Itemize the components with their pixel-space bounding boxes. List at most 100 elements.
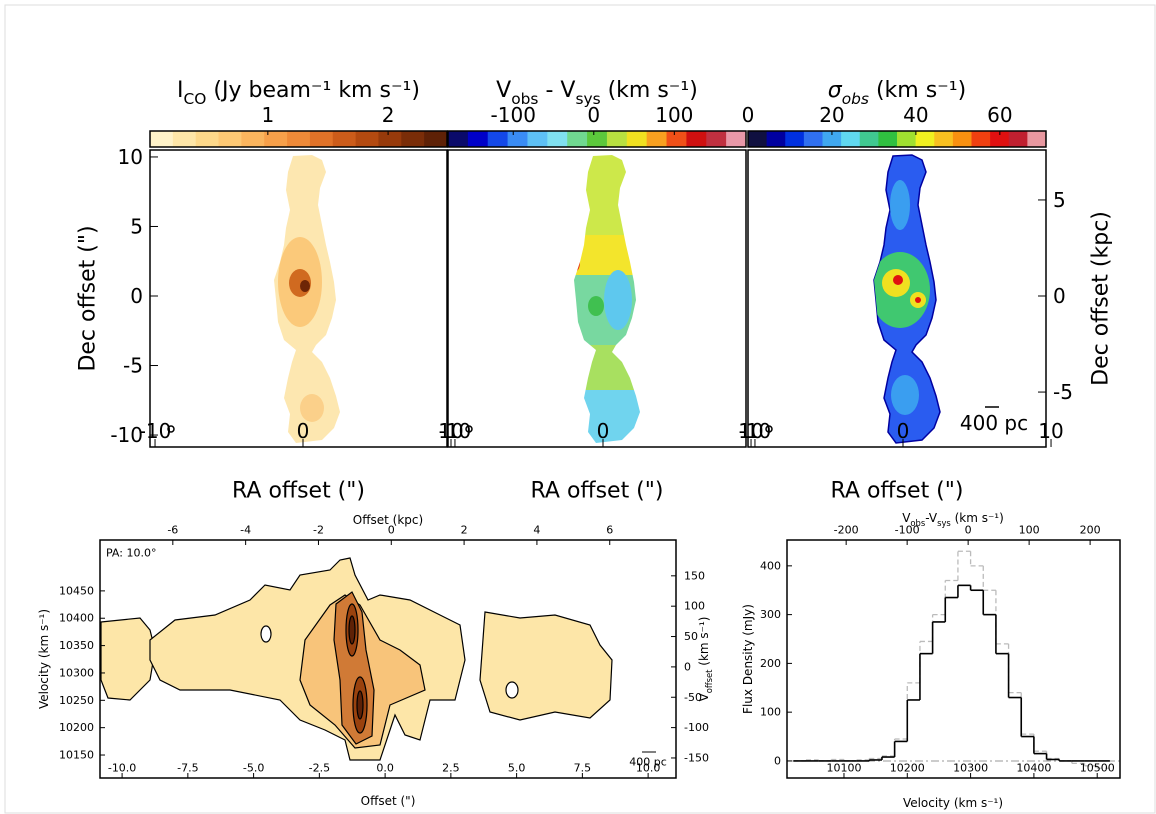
- velocity-zone: [574, 345, 640, 390]
- colorbar-label-part: CO: [184, 90, 207, 108]
- colorbar-segment: [378, 131, 402, 147]
- plot-frame: [99, 539, 677, 779]
- left-tick-label: 10300: [59, 666, 94, 679]
- colorbar-segment: [897, 131, 917, 147]
- colorbar-segment: [626, 131, 648, 147]
- level: [300, 394, 324, 422]
- colorbar-segment: [952, 131, 972, 147]
- y-axis-label: Velocity (km s⁻¹): [37, 609, 51, 709]
- beam: [465, 425, 473, 433]
- colorbar-segment: [567, 131, 588, 147]
- colorbar-label: ICO (Jy beam⁻¹ km s⁻¹): [177, 78, 420, 109]
- plot-frame: [747, 130, 1047, 148]
- colorbar-segment: [785, 131, 805, 147]
- y-axis-label: Flux Density (mJy): [741, 604, 755, 714]
- contour: [505, 681, 519, 699]
- colorbar-segment: [218, 131, 242, 147]
- colorbar-segment: [646, 131, 668, 147]
- colorbar-segment: [195, 131, 220, 147]
- plot-frame: [149, 130, 448, 148]
- right-tick-label: 50: [684, 630, 698, 643]
- left-tick-label: 100: [760, 706, 781, 719]
- x2-axis-label-part: (km s⁻¹): [951, 511, 1004, 525]
- top-tick-label: 4: [533, 524, 540, 537]
- top-tick-label: 100: [1019, 524, 1040, 537]
- colorbar-segment: [264, 131, 288, 147]
- right-tick-label: -5: [1053, 380, 1073, 404]
- y-axis-label: Dec offset ("): [76, 225, 101, 371]
- bottom-tick-label: -7.5: [177, 762, 198, 775]
- y2-axis-label-part: offset: [704, 669, 714, 693]
- dispersion-zone: [890, 180, 910, 230]
- bottom-tick-label: 10500: [1080, 762, 1115, 775]
- bottom-tick-label: 0.0: [376, 762, 394, 775]
- colorbar-segment: [287, 131, 311, 147]
- dispersion-map: [765, 154, 999, 444]
- colorbar-label-part: - V: [538, 78, 575, 103]
- colorbar-segment: [606, 131, 628, 147]
- left-tick-label: 200: [760, 657, 781, 670]
- top-tick-label: 0: [587, 103, 600, 127]
- colorbar-segment: [726, 131, 747, 147]
- top-tick-label: 2: [382, 103, 395, 127]
- top-tick-label: 0: [965, 524, 972, 537]
- y2-axis-label: Dec offset (kpc): [1089, 211, 1114, 386]
- bottom-tick-label: 2.5: [442, 762, 460, 775]
- colorbar-segment: [706, 131, 727, 147]
- left-tick-label: 10200: [59, 721, 94, 734]
- top-tick-label: 40: [903, 103, 928, 127]
- left-tick-label: -5: [123, 354, 143, 378]
- beam: [167, 425, 175, 433]
- bottom-tick-label: -10: [139, 419, 172, 443]
- colorbar-segment: [666, 131, 687, 147]
- colorbar-label-part: V: [496, 78, 511, 103]
- scale-label: 400 pc: [629, 756, 667, 769]
- colorbar-segment: [822, 131, 842, 147]
- x2-axis-label: Vobs-Vsys (km s⁻¹): [902, 511, 1004, 528]
- colorbar-segment: [686, 131, 707, 147]
- top-tick-label: 200: [1080, 524, 1101, 537]
- top-tick-label: -100: [895, 524, 920, 537]
- pv-diagram: [100, 557, 656, 761]
- velocity-zone: [604, 270, 632, 330]
- colorbar-segment: [448, 131, 469, 147]
- colorbar-label: σobs (km s⁻¹): [828, 78, 966, 109]
- velocity-zone: [574, 255, 580, 271]
- top-tick-label: -200: [834, 524, 859, 537]
- bottom-tick-label: -10.0: [108, 762, 136, 775]
- colorbar-segment: [547, 131, 568, 147]
- colorbar-segment: [934, 131, 954, 147]
- colorbar-label-part: (km s⁻¹): [601, 78, 698, 103]
- colorbar-segment: [401, 131, 425, 147]
- level: [300, 280, 310, 292]
- colorbar-label-part: (Jy beam⁻¹ km s⁻¹): [206, 78, 420, 103]
- left-tick-label: 300: [760, 608, 781, 621]
- contour: [260, 625, 272, 643]
- left-tick-label: 0: [774, 754, 781, 767]
- bottom-tick-label: 5.0: [508, 762, 526, 775]
- x-axis-label: Velocity (km s⁻¹): [903, 796, 1003, 810]
- top-tick-label: -6: [167, 524, 178, 537]
- velocity-field: [574, 155, 640, 443]
- x-axis-label-part: Velocity (km s⁻¹): [903, 796, 1003, 810]
- right-tick-label: 150: [684, 569, 705, 582]
- left-tick-label: 10450: [59, 584, 94, 597]
- right-tick-label: -50: [684, 691, 702, 704]
- right-tick-label: -150: [684, 751, 709, 764]
- right-tick-label: 0: [684, 660, 691, 673]
- bottom-tick-label: -2.5: [309, 762, 330, 775]
- colorbar-label-part: obs: [511, 90, 538, 108]
- colorbar-segment: [990, 131, 1010, 147]
- dispersion-field: [874, 180, 930, 415]
- top-tick-label: 2: [461, 524, 468, 537]
- colorbar-segment: [172, 131, 197, 147]
- left-tick-label: -10: [110, 423, 143, 447]
- right-tick-label: -100: [684, 721, 709, 734]
- emission-levels: [278, 237, 324, 422]
- x-axis-label: RA offset ("): [531, 479, 664, 504]
- intensity-map: [167, 155, 340, 443]
- left-tick-label: 5: [130, 214, 143, 238]
- contour: [479, 611, 613, 721]
- colorbar-label-part: I: [177, 78, 184, 103]
- figure-border: [4, 4, 1156, 814]
